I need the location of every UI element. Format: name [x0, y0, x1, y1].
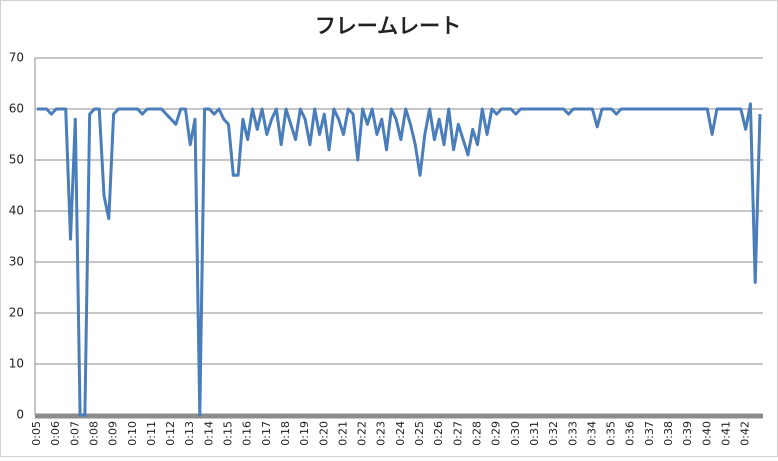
x-tick-label: 0:19	[298, 421, 311, 446]
x-tick-label: 0:05	[30, 421, 43, 446]
x-tick-label: 0:15	[222, 421, 235, 446]
x-tick-label: 0:36	[624, 421, 637, 446]
chart-title: フレームレート	[315, 14, 461, 38]
x-tick-label: 0:12	[164, 421, 177, 446]
x-tick-label: 0:32	[547, 421, 560, 446]
x-tick-label: 0:10	[126, 421, 139, 446]
x-tick-label: 0:35	[605, 421, 618, 446]
x-tick-label: 0:37	[643, 421, 656, 446]
y-tick-label: 50	[9, 153, 24, 167]
x-tick-label: 0:39	[681, 421, 694, 446]
x-tick-label: 0:14	[202, 421, 215, 446]
x-tick-label: 0:23	[375, 421, 388, 446]
x-tick-label: 0:21	[336, 421, 349, 446]
y-tick-label: 0	[16, 408, 24, 422]
x-tick-label: 0:42	[739, 421, 752, 446]
x-tick-label: 0:30	[509, 421, 522, 446]
x-tick-label: 0:25	[413, 421, 426, 446]
x-tick-label: 0:38	[662, 421, 675, 446]
x-tick-label: 0:09	[107, 421, 120, 446]
y-tick-label: 70	[9, 51, 24, 65]
x-tick-label: 0:22	[356, 421, 369, 446]
x-tick-label: 0:26	[432, 421, 445, 446]
x-tick-label: 0:28	[471, 421, 484, 446]
x-tick-label: 0:18	[279, 421, 292, 446]
x-tick-label: 0:17	[260, 421, 273, 446]
y-tick-label: 20	[9, 306, 24, 320]
y-tick-label: 40	[9, 204, 24, 218]
x-tick-label: 0:34	[585, 421, 598, 446]
y-tick-label: 10	[9, 357, 24, 371]
x-tick-label: 0:20	[317, 421, 330, 446]
series-line	[37, 102, 762, 417]
x-tick-label: 0:13	[183, 421, 196, 446]
x-tick-label: 0:06	[49, 421, 62, 446]
x-tick-label: 0:33	[566, 421, 579, 446]
y-tick-label: 60	[9, 102, 24, 116]
x-tick-label: 0:08	[87, 421, 100, 446]
y-tick-label: 30	[9, 255, 24, 269]
x-tick-label: 0:31	[528, 421, 541, 446]
x-tick-label: 0:41	[719, 421, 732, 446]
x-tick-label: 0:29	[490, 421, 503, 446]
x-tick-label: 0:27	[451, 421, 464, 446]
x-tick-label: 0:40	[700, 421, 713, 446]
x-tick-label: 0:07	[68, 421, 81, 446]
x-tick-label: 0:11	[145, 421, 158, 446]
x-tick-label: 0:24	[394, 421, 407, 446]
x-tick-label: 0:16	[241, 421, 254, 446]
